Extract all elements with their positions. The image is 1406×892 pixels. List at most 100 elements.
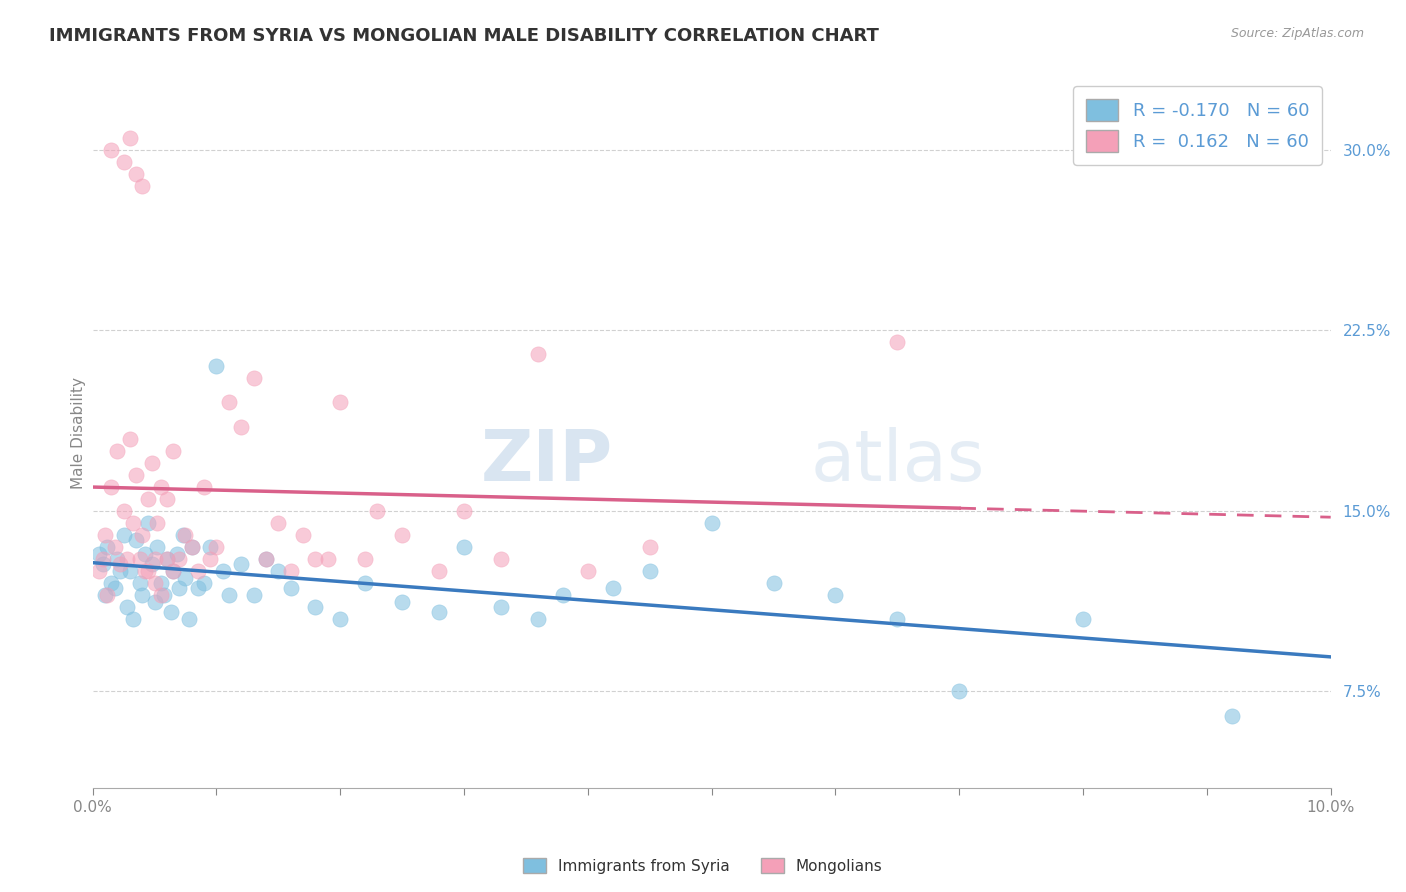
Point <box>231 557 253 571</box>
Point <box>105 443 128 458</box>
Point <box>602 581 624 595</box>
Point <box>453 540 475 554</box>
Point <box>179 612 201 626</box>
Point <box>134 547 156 561</box>
Point <box>267 516 290 530</box>
Point <box>366 504 388 518</box>
Point <box>329 612 352 626</box>
Point <box>354 552 377 566</box>
Point <box>527 347 550 361</box>
Point <box>453 504 475 518</box>
Point <box>105 552 128 566</box>
Point <box>131 528 153 542</box>
Point <box>87 564 110 578</box>
Text: ZIP: ZIP <box>481 426 613 496</box>
Point <box>162 564 184 578</box>
Point <box>138 516 160 530</box>
Point <box>824 588 846 602</box>
Point <box>948 684 970 698</box>
Point <box>87 547 110 561</box>
Point <box>180 540 202 554</box>
Point <box>141 557 163 571</box>
Point <box>638 564 661 578</box>
Text: Source: ZipAtlas.com: Source: ZipAtlas.com <box>1230 27 1364 40</box>
Point <box>292 528 315 542</box>
Point <box>886 335 908 350</box>
Point <box>231 419 253 434</box>
Point <box>193 576 215 591</box>
Point <box>143 595 166 609</box>
Point <box>146 540 169 554</box>
Point <box>91 557 114 571</box>
Point <box>174 571 197 585</box>
Point <box>489 600 512 615</box>
Point <box>242 588 264 602</box>
Point <box>1220 708 1243 723</box>
Point <box>125 167 148 181</box>
Point <box>162 443 184 458</box>
Point <box>354 576 377 591</box>
Point <box>100 576 122 591</box>
Point <box>172 528 194 542</box>
Point <box>304 552 326 566</box>
Point <box>169 581 191 595</box>
Point <box>146 516 169 530</box>
Point <box>143 576 166 591</box>
Point <box>156 491 179 506</box>
Point <box>153 588 176 602</box>
Point <box>169 552 191 566</box>
Point <box>94 588 117 602</box>
Point <box>128 552 150 566</box>
Point <box>122 612 145 626</box>
Point <box>104 581 127 595</box>
Point <box>96 588 118 602</box>
Point <box>108 557 131 571</box>
Point <box>304 600 326 615</box>
Point <box>100 480 122 494</box>
Point <box>254 552 277 566</box>
Point <box>91 552 114 566</box>
Point <box>886 612 908 626</box>
Point <box>125 533 148 547</box>
Point <box>762 576 785 591</box>
Point <box>118 130 141 145</box>
Point <box>329 395 352 409</box>
Point <box>200 540 222 554</box>
Point <box>280 581 302 595</box>
Point <box>112 504 135 518</box>
Point <box>267 564 290 578</box>
Text: atlas: atlas <box>811 426 986 496</box>
Point <box>280 564 302 578</box>
Point <box>131 178 153 193</box>
Y-axis label: Male Disability: Male Disability <box>72 376 86 489</box>
Point <box>117 600 139 615</box>
Point <box>391 528 413 542</box>
Point <box>551 588 574 602</box>
Point <box>316 552 339 566</box>
Point <box>122 516 145 530</box>
Point <box>391 595 413 609</box>
Point <box>108 564 131 578</box>
Point <box>118 564 141 578</box>
Point <box>156 552 179 566</box>
Point <box>141 456 163 470</box>
Point <box>166 547 188 561</box>
Point <box>180 540 202 554</box>
Point <box>134 564 156 578</box>
Point <box>159 605 181 619</box>
Point <box>117 552 139 566</box>
Point <box>96 540 118 554</box>
Point <box>149 576 172 591</box>
Point <box>187 564 209 578</box>
Point <box>112 528 135 542</box>
Point <box>218 395 240 409</box>
Point <box>138 491 160 506</box>
Point <box>527 612 550 626</box>
Point <box>254 552 277 566</box>
Point <box>118 432 141 446</box>
Point <box>100 143 122 157</box>
Point <box>1071 612 1094 626</box>
Point <box>156 552 179 566</box>
Point <box>143 552 166 566</box>
Point <box>489 552 512 566</box>
